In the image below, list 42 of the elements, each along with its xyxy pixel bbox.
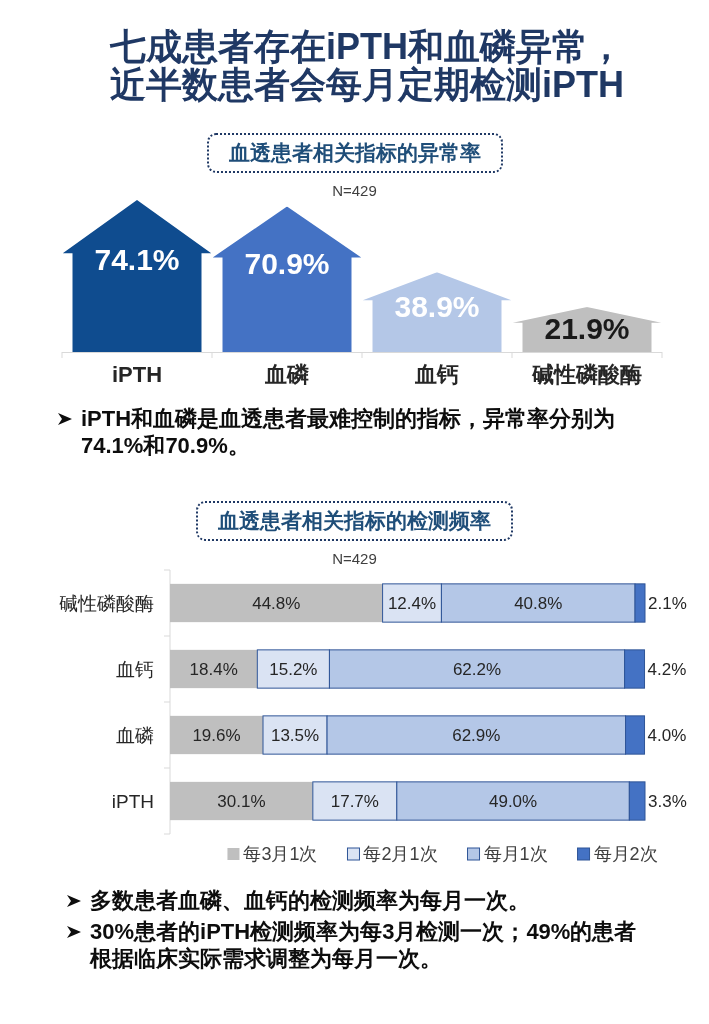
- data-label: 62.2%: [452, 659, 502, 679]
- data-label: 18.4%: [189, 659, 238, 679]
- x-tick-label: 血磷: [264, 361, 310, 387]
- data-label: 62.9%: [452, 725, 501, 745]
- bar: [170, 781, 313, 821]
- data-label: 44.8%: [252, 593, 301, 613]
- legend-label: 每2月1次: [363, 844, 438, 864]
- text: 30%患者的iPTH检测频率为每3月检测一次；49%的患者根据临床实际需求调整为每月一次。: [90, 918, 638, 972]
- x-tick-label: 血钙: [414, 361, 459, 387]
- data-label: 17.7%: [330, 791, 379, 811]
- legend-label: 每月2次: [593, 844, 658, 864]
- legend-label: 每3月1次: [243, 844, 318, 864]
- legend-label: 每月1次: [483, 844, 548, 864]
- chart-subtitle: N=429: [332, 182, 377, 200]
- x-tick-label: 碱性磷酸酶: [531, 361, 642, 387]
- text: 多数患者血磷、血钙的检测频率为每月一次。: [90, 887, 531, 914]
- chart-title: 血透患者相关指标的检测频率: [196, 501, 513, 541]
- data-label: 40.8%: [514, 593, 563, 613]
- y-tick-label: 碱性磷酸酶: [59, 592, 154, 614]
- y-tick-label: 血钙: [116, 658, 154, 680]
- data-label: 12.4%: [387, 593, 437, 613]
- data-label: 30.1%: [217, 791, 266, 811]
- data-label: 49.0%: [488, 791, 538, 811]
- y-tick-label: iPTH: [111, 790, 154, 812]
- bar: [170, 649, 258, 689]
- text: iPTH和血磷是血透患者最难控制的指标，异常率分别为74.1%和70.9%。: [81, 405, 617, 459]
- data-label: 2.1%: [648, 593, 687, 613]
- data-label: 21.9%: [544, 312, 630, 346]
- chart-subtitle: N=429: [332, 550, 377, 568]
- bar: [170, 583, 383, 623]
- text: 七成患者存在iPTH和血磷异常，近半数患者会每月定期检测iPTH: [110, 26, 625, 105]
- data-label: 3.3%: [648, 791, 687, 811]
- data-label: 4.2%: [647, 659, 687, 679]
- data-label: 38.9%: [394, 289, 480, 323]
- data-label: 70.9%: [244, 246, 330, 280]
- data-label: 13.5%: [270, 725, 320, 745]
- data-label: 15.2%: [269, 659, 318, 679]
- y-tick-label: 血磷: [116, 724, 154, 746]
- data-label: 74.1%: [94, 242, 180, 276]
- data-label: 19.6%: [192, 725, 241, 745]
- chart-title: 血透患者相关指标的异常率: [206, 133, 503, 173]
- data-label: 4.0%: [647, 725, 687, 745]
